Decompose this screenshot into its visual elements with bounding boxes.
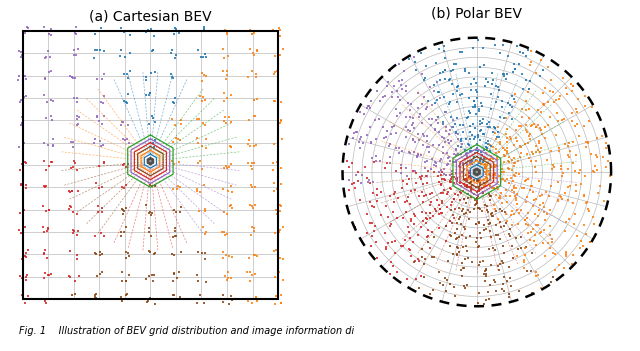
Polygon shape <box>148 159 152 163</box>
Title: (a) Cartesian BEV: (a) Cartesian BEV <box>89 9 212 24</box>
Polygon shape <box>475 170 479 174</box>
Title: (b) Polar BEV: (b) Polar BEV <box>431 6 522 20</box>
Text: Fig. 1    Illustration of BEV grid distribution and image information di: Fig. 1 Illustration of BEV grid distribu… <box>19 326 355 336</box>
Polygon shape <box>474 169 479 175</box>
Polygon shape <box>148 158 153 164</box>
Polygon shape <box>147 157 154 165</box>
Polygon shape <box>474 168 480 176</box>
